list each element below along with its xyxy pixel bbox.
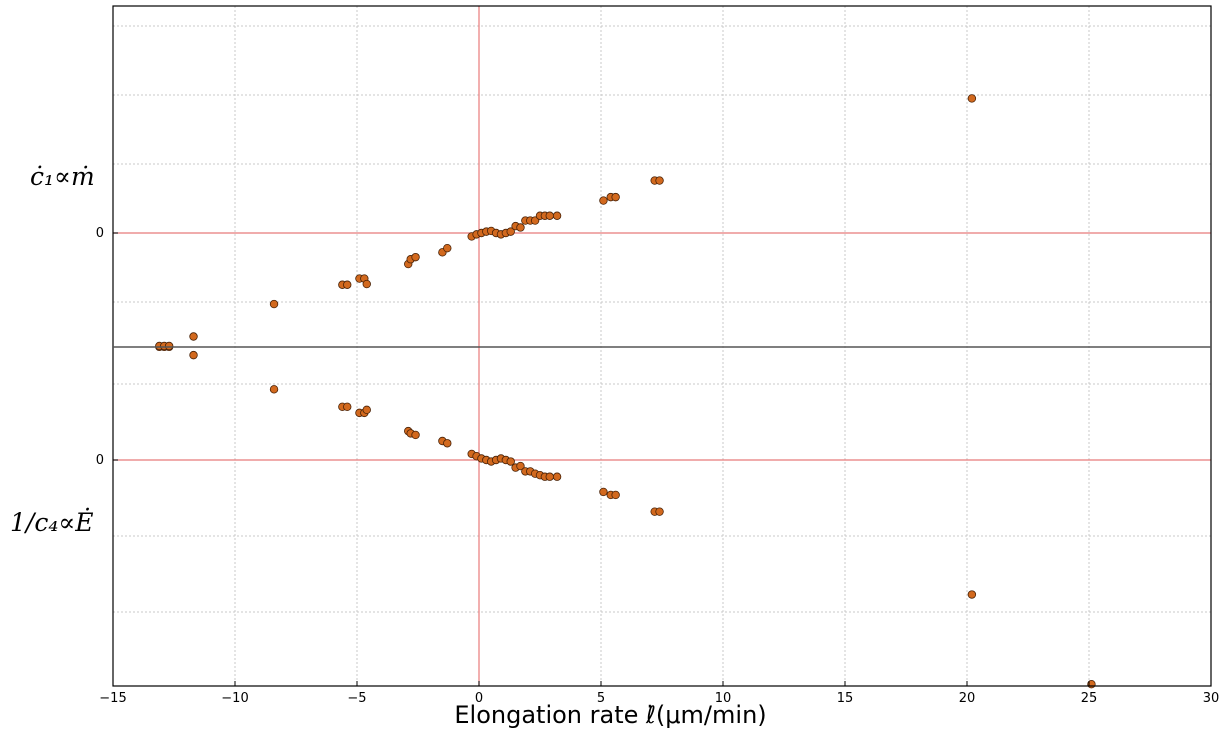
x-tick-label: 10	[715, 691, 732, 706]
x-tick-label: −10	[221, 691, 248, 706]
data-point-panel-2	[545, 472, 554, 481]
data-point-panel-2	[611, 490, 620, 500]
x-tick-label: 20	[959, 691, 976, 706]
data-point-panel-2	[443, 439, 452, 448]
x-tick-label: 25	[1081, 691, 1098, 706]
data-point-panel-1	[189, 332, 198, 341]
plot-frame	[112, 5, 1212, 687]
x-axis-label: Elongation rate ℓ̇(μm/min)	[454, 701, 767, 729]
data-point-panel-2	[411, 430, 420, 440]
data-point-panel-1	[269, 299, 279, 309]
data-point-panel-2	[343, 402, 352, 411]
data-point-panel-1	[611, 192, 620, 202]
data-point-panel-1	[967, 94, 977, 103]
axes-frame	[112, 5, 1212, 687]
data-point-panel-2	[362, 405, 371, 415]
data-point-panel-2	[599, 487, 608, 497]
data-point-panel-1	[599, 196, 608, 205]
x-tick-label: 5	[597, 691, 605, 706]
y-tick-label-panel-1: 0	[96, 226, 104, 241]
data-point-panel-1	[655, 176, 664, 185]
data-point-panel-1	[362, 279, 371, 289]
data-point-panel-2	[655, 507, 664, 516]
reference-lines	[113, 6, 1211, 686]
data-point-panel-2	[552, 472, 562, 481]
x-tick-label: 30	[1203, 691, 1220, 706]
data-point-panel-1	[552, 211, 562, 220]
data-points	[155, 94, 1096, 689]
data-point-panel-2	[516, 461, 525, 471]
x-tick-label: −5	[347, 691, 366, 706]
top-panel-ylabel: ċ₁∝ṁ	[30, 162, 95, 191]
data-point-panel-2	[189, 350, 198, 360]
data-point-panel-1	[411, 252, 420, 262]
grid-lines	[113, 6, 1211, 686]
data-point-panel-2	[269, 385, 279, 394]
y-tick-label-panel-2: 0	[96, 453, 104, 468]
data-point-panel-1	[506, 227, 515, 236]
data-point-panel-1	[343, 280, 352, 289]
data-point-panel-2	[164, 341, 174, 351]
x-tick-label: −15	[99, 691, 126, 706]
data-point-panel-1	[516, 223, 525, 232]
bottom-panel-ylabel: 1/c₄∝Ė	[10, 508, 94, 537]
data-point-panel-2	[967, 590, 977, 599]
data-point-panel-1	[443, 243, 452, 253]
data-point-panel-2	[506, 457, 515, 466]
x-tick-label: 0	[475, 691, 483, 706]
data-point-panel-1	[545, 211, 554, 220]
x-tick-label: 15	[837, 691, 854, 706]
tick-labels: −15 −10 −5 0 5 10 15 20 25 30 0 0	[96, 226, 1220, 706]
